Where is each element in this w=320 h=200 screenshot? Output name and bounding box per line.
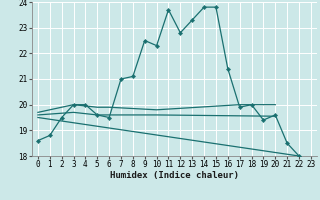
- X-axis label: Humidex (Indice chaleur): Humidex (Indice chaleur): [110, 171, 239, 180]
